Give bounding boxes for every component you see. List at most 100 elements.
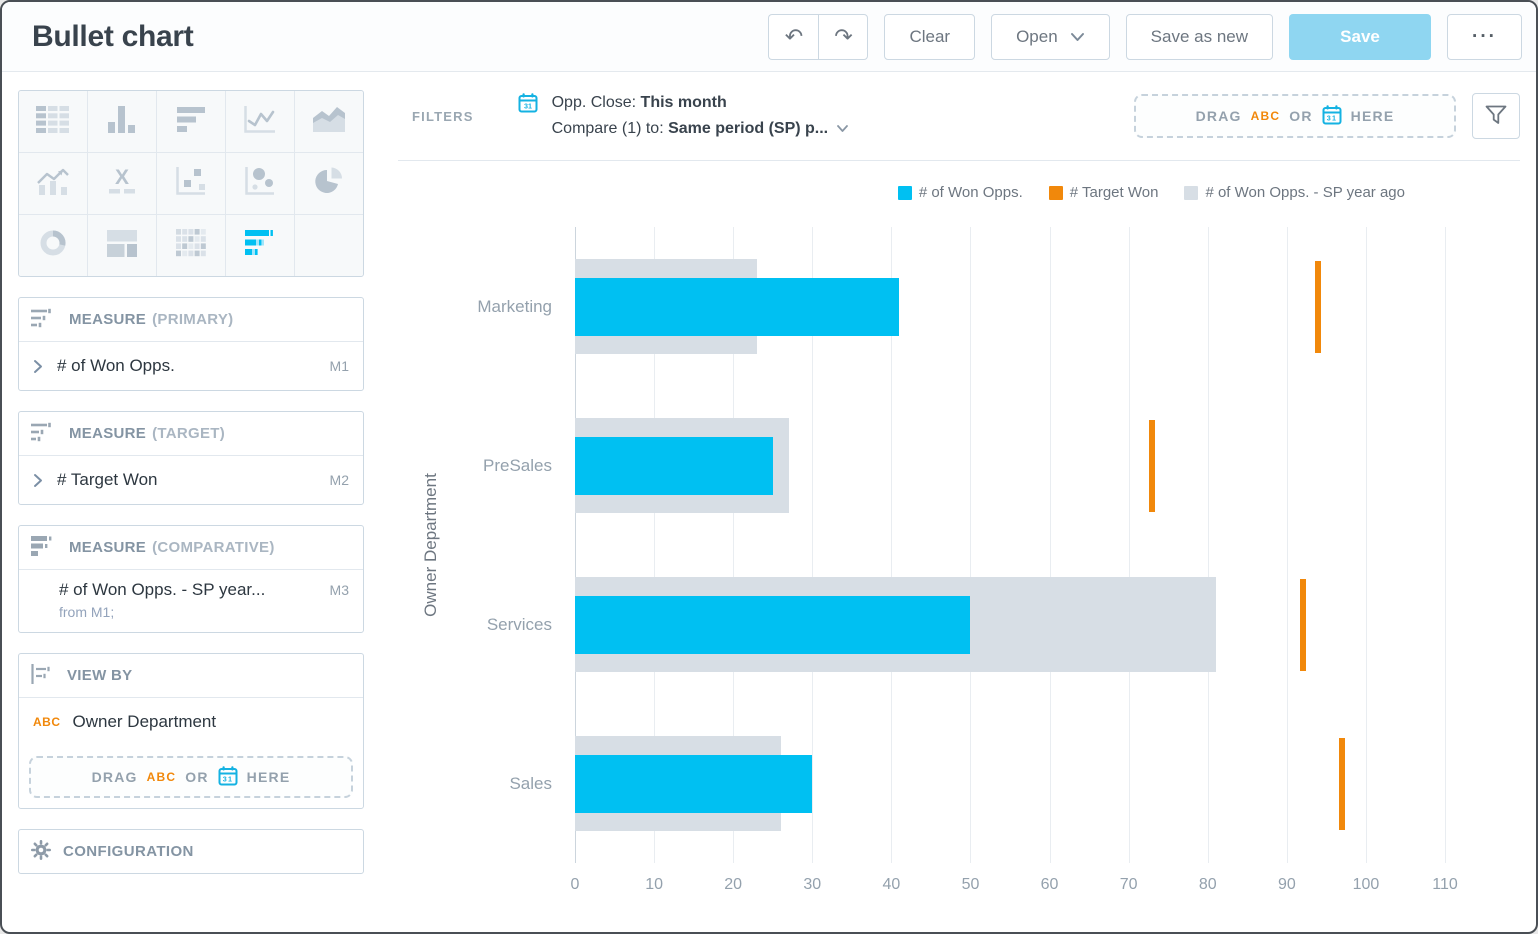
chart-type-empty-cell (295, 215, 363, 276)
bucket-subtitle: (TARGET) (152, 425, 226, 442)
chart-type-combo-chart[interactable] (19, 153, 87, 214)
primary-bar-presales[interactable] (575, 437, 773, 495)
chart-type-headline[interactable]: X (88, 153, 156, 214)
attribute-abc-icon: ABC (33, 715, 61, 729)
visualization-sidebar: X MEASURE (PRIMARY) # of Won Opps. M1 (18, 90, 364, 874)
chart-type-bar-chart[interactable] (157, 91, 225, 152)
legend-swatch (897, 185, 912, 200)
x-tick-label: 110 (1432, 876, 1458, 893)
chart-type-donut-chart[interactable] (19, 215, 87, 276)
filters-label: FILTERS (412, 108, 474, 124)
calendar-icon: 31 (218, 765, 238, 789)
redo-button[interactable]: ↷ (818, 13, 869, 60)
legend-item-primary[interactable]: # of Won Opps. (897, 184, 1023, 201)
target-marker-presales[interactable] (1149, 420, 1156, 512)
view-by-dropzone[interactable]: DRAG ABC OR 31 HERE (29, 756, 353, 798)
chart-type-heatmap[interactable] (157, 215, 225, 276)
page-title: Bullet chart (32, 19, 194, 53)
bucket-subtitle: (PRIMARY) (152, 311, 234, 328)
redo-icon: ↷ (834, 23, 853, 49)
bucket-title: MEASURE (69, 425, 147, 442)
plot-area (575, 227, 1449, 863)
measure-badge: M2 (329, 472, 349, 488)
y-category-label: Sales (509, 773, 552, 793)
abc-token-icon: ABC (146, 770, 177, 784)
save-button[interactable]: Save (1289, 13, 1432, 60)
filters-bar: FILTERS 31 Opp. Close: This month Compar… (398, 88, 1520, 144)
filter-dropzone[interactable]: DRAG ABC OR 31 HERE (1134, 94, 1456, 138)
measure-comparative-bucket: MEASURE (COMPARATIVE) # of Won Opps. - S… (18, 525, 364, 633)
grid-line (654, 227, 656, 863)
chart-type-bullet-chart[interactable] (226, 215, 294, 276)
chevron-down-icon (836, 124, 849, 133)
chart-type-line-chart[interactable] (226, 91, 294, 152)
line-chart-icon (244, 105, 276, 138)
chart-type-pie-chart[interactable] (295, 153, 363, 214)
clear-button[interactable]: Clear (884, 13, 976, 60)
save-as-new-button[interactable]: Save as new (1125, 13, 1274, 60)
y-category-label: Services (486, 614, 552, 634)
undo-redo-group: ↶ ↷ (768, 13, 869, 60)
undo-button[interactable]: ↶ (768, 13, 819, 60)
measure-item-target[interactable]: # Target Won M2 (19, 455, 363, 504)
target-marker-marketing[interactable] (1315, 261, 1322, 353)
legend-item-target[interactable]: # Target Won (1048, 184, 1158, 201)
measure-comparative-icon (31, 535, 57, 560)
chart-type-scatter-plot[interactable] (157, 153, 225, 214)
calendar-icon: 31 (518, 93, 538, 118)
target-marker-services[interactable] (1299, 579, 1306, 671)
chart-type-bubble-chart[interactable] (226, 153, 294, 214)
attribute-label: Owner Department (72, 712, 217, 731)
treemap-icon (107, 229, 137, 262)
target-marker-sales[interactable] (1339, 738, 1346, 830)
primary-bar-marketing[interactable] (575, 278, 900, 336)
filters-divider (398, 160, 1520, 161)
legend-item-comparative[interactable]: # of Won Opps. - SP year ago (1184, 184, 1405, 201)
primary-bar-services[interactable] (575, 596, 971, 654)
donut-chart-icon (38, 229, 68, 262)
chart-type-column-chart[interactable] (88, 91, 156, 152)
view-by-icon (31, 663, 55, 688)
filter-line-1: Opp. Close: This month (551, 94, 727, 111)
view-by-item[interactable]: ABC Owner Department (19, 697, 363, 746)
chart-type-table[interactable] (19, 91, 87, 152)
chart-type-treemap[interactable] (88, 215, 156, 276)
abc-token-icon: ABC (1250, 109, 1281, 123)
bubble-chart-icon (245, 167, 275, 200)
svg-text:31: 31 (222, 774, 232, 783)
x-tick-label: 100 (1352, 876, 1380, 893)
svg-text:X: X (115, 167, 129, 189)
grid-line (812, 227, 814, 863)
bullet-chart-canvas: # of Won Opps. # Target Won # of Won Opps.… (398, 162, 1536, 932)
x-tick-label: 50 (961, 876, 980, 893)
measure-target-bucket: MEASURE (TARGET) # Target Won M2 (18, 411, 364, 505)
grid-line (1128, 227, 1130, 863)
funnel-icon (1484, 104, 1508, 129)
legend-swatch (1048, 185, 1063, 200)
toolbar-actions: ↶ ↷ Clear Open Save as new Save ··· (768, 13, 1522, 60)
bucket-subtitle: (COMPARATIVE) (152, 539, 275, 556)
gear-icon (31, 839, 51, 864)
measure-item-primary[interactable]: # of Won Opps. M1 (19, 341, 363, 390)
x-tick-label: 90 (1277, 876, 1296, 893)
y-axis-labels: Marketing PreSales Services Sales (398, 227, 552, 863)
x-tick-label: 80 (1198, 876, 1217, 893)
x-tick-label: 10 (645, 876, 663, 893)
more-options-button[interactable]: ··· (1447, 13, 1522, 60)
legend-label: # of Won Opps. - SP year ago (1205, 184, 1405, 201)
date-filter-chip[interactable]: 31 Opp. Close: This month Compare (1) to… (518, 90, 850, 142)
grid-line (1445, 227, 1447, 863)
open-button[interactable]: Open (991, 13, 1110, 60)
chart-type-picker: X (18, 90, 364, 277)
top-toolbar: Bullet chart ↶ ↷ Clear Open Save as new … (2, 2, 1536, 72)
grid-line (970, 227, 972, 863)
view-by-bucket: VIEW BY ABC Owner Department DRAG ABC OR… (18, 653, 364, 809)
chart-type-area-chart[interactable] (295, 91, 363, 152)
filter-funnel-button[interactable] (1472, 93, 1520, 139)
combo-chart-icon (37, 167, 69, 200)
measure-item-comparative[interactable]: # of Won Opps. - SP year... M3 from M1; (19, 569, 363, 632)
configuration-toggle[interactable]: CONFIGURATION (19, 830, 363, 873)
primary-bar-sales[interactable] (575, 755, 813, 813)
svg-text:31: 31 (1326, 113, 1336, 122)
